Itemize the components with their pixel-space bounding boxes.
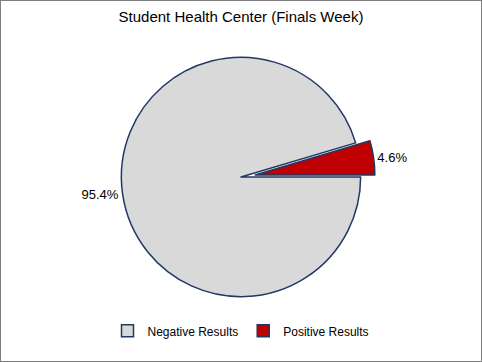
svg-text:Student Health Center (Finals: Student Health Center (Finals Week) — [119, 8, 364, 25]
svg-text:Positive Results: Positive Results — [283, 325, 368, 339]
svg-text:4.6%: 4.6% — [377, 150, 407, 165]
svg-text:Negative Results: Negative Results — [148, 325, 239, 339]
svg-text:95.4%: 95.4% — [82, 187, 119, 202]
